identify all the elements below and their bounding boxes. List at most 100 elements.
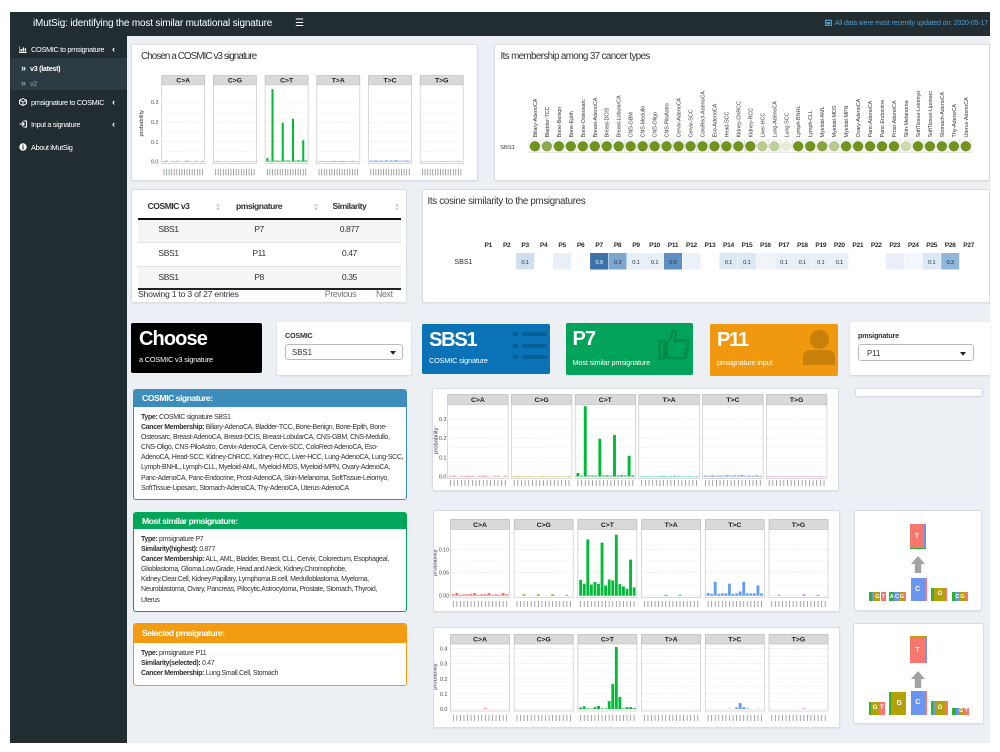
svg-text:probability: probability [434, 549, 439, 576]
svg-text:C>A: C>A [473, 637, 487, 644]
svg-text:C>A: C>A [176, 78, 190, 85]
svg-text:T>A: T>A [665, 637, 678, 644]
svg-text:ColoRect-AdenoCA: ColoRect-AdenoCA [700, 91, 706, 138]
svg-text:Myeloid-MPN: Myeloid-MPN [844, 105, 850, 137]
svg-text:P9: P9 [632, 242, 640, 249]
svg-text:T>G: T>G [790, 397, 803, 404]
svg-text:Panc-Endocrine: Panc-Endocrine [880, 100, 886, 138]
svg-text:Bone-Epith: Bone-Epith [569, 111, 575, 137]
svg-text:Cervix-AdenoCA: Cervix-AdenoCA [677, 98, 683, 138]
svg-text:CNS-Medullo: CNS-Medullo [641, 106, 647, 138]
svg-text:Skin-Melanoma: Skin-Melanoma [904, 100, 910, 138]
svg-text:0.1: 0.1 [928, 260, 935, 266]
svg-text:0.1: 0.1 [651, 260, 658, 266]
svg-text:P21: P21 [852, 242, 863, 249]
svg-text:C>T: C>T [601, 637, 615, 644]
svg-text:Prost-AdenoCA: Prost-AdenoCA [892, 100, 898, 137]
svg-text:Breast-DCIS: Breast-DCIS [605, 107, 611, 137]
svg-text:Uterus-AdenoCA: Uterus-AdenoCA [964, 97, 970, 138]
svg-text:Lymph-BNHL: Lymph-BNHL [796, 106, 802, 138]
svg-text:T>C: T>C [728, 637, 741, 644]
svg-text:0.0: 0.0 [439, 475, 447, 481]
svg-text:0.1: 0.1 [439, 455, 447, 461]
svg-text:T>C: T>C [726, 397, 739, 404]
svg-text:Lung-SCC: Lung-SCC [784, 112, 790, 137]
svg-text:0.3: 0.3 [946, 260, 953, 266]
svg-text:Lymph-CLL: Lymph-CLL [808, 110, 814, 137]
svg-text:probability: probability [434, 663, 439, 690]
svg-text:Panc-AdenoCA: Panc-AdenoCA [868, 100, 874, 137]
svg-text:0.10: 0.10 [439, 548, 449, 554]
svg-text:0.4: 0.4 [440, 647, 448, 653]
svg-text:0.0: 0.0 [440, 707, 448, 713]
svg-text:P19: P19 [815, 242, 826, 249]
svg-text:0.2: 0.2 [440, 677, 448, 683]
svg-text:0.2: 0.2 [151, 120, 159, 126]
svg-text:C>A: C>A [471, 397, 485, 404]
svg-text:P23: P23 [889, 242, 900, 249]
svg-text:C>T: C>T [280, 78, 294, 85]
svg-text:P18: P18 [797, 242, 808, 249]
svg-text:0.1: 0.1 [836, 260, 843, 266]
svg-text:Bone-Benign: Bone-Benign [557, 107, 563, 138]
svg-text:P7: P7 [595, 242, 603, 249]
svg-text:T>C: T>C [728, 522, 741, 529]
svg-text:Eso-AdenoCA: Eso-AdenoCA [712, 103, 718, 137]
svg-text:P22: P22 [871, 242, 882, 249]
svg-text:Thy-AdenoCA: Thy-AdenoCA [952, 104, 958, 138]
svg-text:Bladder-TCC: Bladder-TCC [545, 106, 551, 137]
svg-text:0.1: 0.1 [521, 260, 528, 266]
svg-text:P13: P13 [705, 242, 716, 249]
svg-text:Stomach-AdenoCA: Stomach-AdenoCA [940, 91, 946, 137]
svg-text:T>G: T>G [435, 78, 448, 85]
svg-text:P5: P5 [558, 242, 566, 249]
svg-text:T>A: T>A [663, 397, 676, 404]
svg-text:Head-SCC: Head-SCC [724, 112, 730, 138]
svg-text:P6: P6 [577, 242, 585, 249]
svg-text:0.1: 0.1 [151, 140, 159, 146]
svg-text:0.1: 0.1 [817, 260, 824, 266]
svg-text:0.3: 0.3 [614, 260, 621, 266]
svg-text:P27: P27 [963, 242, 974, 249]
svg-text:Myeloid-AML: Myeloid-AML [820, 106, 826, 137]
svg-text:0.1: 0.1 [799, 260, 806, 266]
svg-text:SoftTissue-Liposarc: SoftTissue-Liposarc [928, 91, 934, 138]
svg-text:Liver-HCC: Liver-HCC [760, 113, 766, 138]
svg-text:0.0: 0.0 [151, 160, 159, 166]
svg-text:0.00: 0.00 [439, 594, 449, 600]
svg-text:0.1: 0.1 [440, 692, 448, 698]
svg-text:0.1: 0.1 [632, 260, 639, 266]
svg-text:P20: P20 [834, 242, 845, 249]
svg-text:Biliary-AdenoCA: Biliary-AdenoCA [533, 98, 539, 137]
svg-text:Cervix-SCC: Cervix-SCC [689, 109, 695, 137]
svg-text:P4: P4 [540, 242, 548, 249]
svg-text:probability: probability [139, 110, 145, 137]
svg-text:0.05: 0.05 [439, 571, 449, 577]
svg-text:0.1: 0.1 [725, 260, 732, 266]
svg-text:Bone-Osteosarc: Bone-Osteosarc [581, 99, 587, 138]
svg-text:0.3: 0.3 [439, 417, 447, 423]
svg-text:Myeloid-MDS: Myeloid-MDS [832, 105, 838, 137]
svg-text:CNS-GBM: CNS-GBM [629, 112, 635, 138]
svg-text:SBS1: SBS1 [500, 145, 515, 151]
svg-text:0.5: 0.5 [669, 260, 676, 266]
svg-text:Breast-LobularCA: Breast-LobularCA [617, 95, 623, 138]
svg-text:C>G: C>G [535, 397, 549, 404]
svg-text:P15: P15 [741, 242, 752, 249]
svg-text:Ovary-AdenoCA: Ovary-AdenoCA [856, 98, 862, 137]
svg-text:C>G: C>G [228, 78, 242, 85]
svg-text:P17: P17 [778, 242, 789, 249]
svg-text:P26: P26 [945, 242, 956, 249]
svg-text:T>G: T>G [792, 522, 805, 529]
svg-text:P25: P25 [926, 242, 937, 249]
svg-text:Breast-AdenoCA: Breast-AdenoCA [593, 97, 599, 137]
svg-text:CNS-PiloAstro: CNS-PiloAstro [665, 103, 671, 137]
svg-text:P24: P24 [908, 242, 919, 249]
svg-text:T>A: T>A [665, 522, 678, 529]
svg-text:P10: P10 [649, 242, 660, 249]
svg-text:0.1: 0.1 [743, 260, 750, 266]
svg-text:T>C: T>C [383, 78, 396, 85]
svg-text:Kidney-RCC: Kidney-RCC [748, 108, 754, 138]
svg-text:0.9: 0.9 [595, 260, 602, 266]
svg-text:P1: P1 [484, 242, 492, 249]
